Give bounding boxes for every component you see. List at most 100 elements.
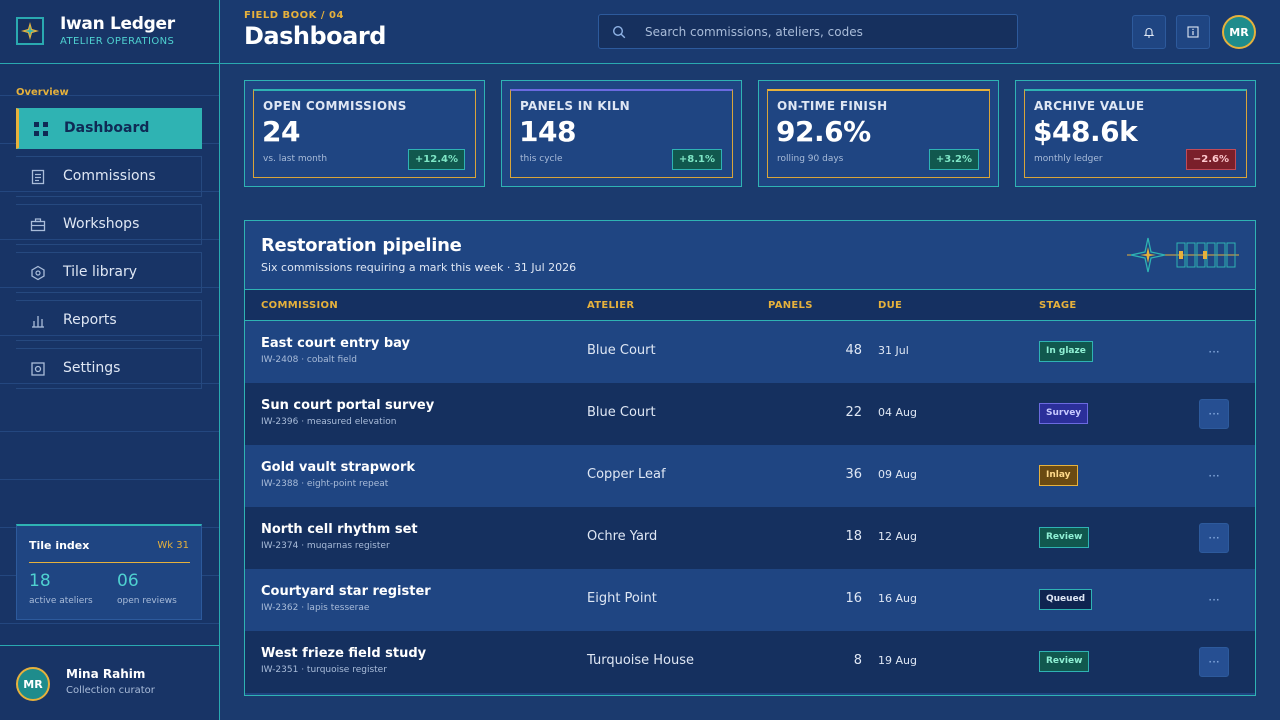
stage-badge: Review [1039, 527, 1090, 548]
panel-count: 18 [845, 529, 862, 544]
stage-badge: Survey [1039, 403, 1089, 424]
info-button[interactable] [1176, 15, 1210, 49]
commission-code: IW-2351 · turquoise register [261, 665, 387, 675]
stat-delta-badge: +3.2% [928, 149, 979, 170]
row-actions-button[interactable]: ··· [1199, 647, 1229, 677]
active-ateliers-count: 18 [29, 571, 51, 591]
divider [29, 562, 190, 563]
stage-badge: In glaze [1039, 341, 1093, 362]
atelier-name: Ochre Yard [587, 529, 658, 544]
stat-value: 24 [262, 115, 300, 148]
panel-count: 36 [845, 467, 862, 482]
sidebar-item-reports[interactable]: Reports [16, 300, 202, 341]
commission-name[interactable]: North cell rhythm set [261, 522, 418, 537]
commission-name[interactable]: Gold vault strapwork [261, 460, 416, 475]
gear-icon [31, 362, 45, 376]
sidebar-item-label: Commissions [63, 168, 156, 184]
commission-name[interactable]: West frieze field study [261, 646, 427, 661]
due-date: 16 Aug [878, 592, 917, 605]
open-reviews-count: 06 [117, 571, 139, 591]
top-header: FIELD BOOK / 04 Dashboard MR [220, 0, 1280, 64]
panel-subtitle: Six commissions requiring a mark this we… [261, 261, 577, 274]
row-actions-button[interactable]: ··· [1199, 399, 1229, 429]
panel-title: Restoration pipeline [261, 235, 462, 256]
stat-note: vs. last month [263, 154, 328, 164]
notifications-button[interactable] [1132, 15, 1166, 49]
stage-badge: Review [1039, 651, 1090, 672]
row-actions-button[interactable]: ··· [1208, 593, 1220, 607]
column-header-due[interactable]: DUE [878, 300, 903, 311]
avatar[interactable]: MR [16, 667, 50, 701]
stage-badge: Inlay [1039, 465, 1078, 486]
stat-value: $48.6k [1033, 115, 1138, 148]
atelier-name: Blue Court [587, 343, 656, 358]
row-actions-button[interactable]: ··· [1208, 345, 1220, 359]
table-row[interactable]: East court entry bay IW-2408 · cobalt fi… [245, 321, 1255, 383]
stat-note: rolling 90 days [777, 154, 844, 164]
atelier-name: Blue Court [587, 405, 656, 420]
panel-count: 16 [845, 591, 862, 606]
search-bar[interactable] [598, 14, 1018, 49]
column-header-commission[interactable]: COMMISSION [261, 300, 339, 311]
table-row[interactable]: Courtyard star register IW-2362 · lapis … [245, 569, 1255, 631]
stat-label: OPEN COMMISSIONS [263, 99, 407, 113]
commission-code: IW-2396 · measured elevation [261, 417, 397, 427]
sidebar-item-settings[interactable]: Settings [16, 348, 202, 389]
panel-count: 48 [845, 343, 862, 358]
commission-name[interactable]: East court entry bay [261, 336, 411, 351]
sidebar-item-tile-library[interactable]: Tile library [16, 252, 202, 293]
column-header-panels[interactable]: PANELS [768, 300, 813, 311]
stat-delta-badge: −2.6% [1185, 149, 1236, 170]
commission-code: IW-2362 · lapis tesserae [261, 603, 370, 613]
stat-note: this cycle [520, 154, 563, 164]
search-input[interactable] [645, 23, 1005, 41]
bell-icon [1143, 28, 1155, 38]
commission-name[interactable]: Courtyard star register [261, 584, 431, 599]
open-reviews-caption: open reviews [117, 596, 177, 606]
stat-delta-badge: +12.4% [407, 149, 465, 170]
stat-card-on-time-finish: ON-TIME FINISH 92.6% rolling 90 days +3.… [758, 80, 999, 187]
sidebar-item-workshops[interactable]: Workshops [16, 204, 202, 245]
header-avatar[interactable]: MR [1222, 15, 1256, 49]
user-name: Mina Rahim [66, 667, 146, 681]
bar-chart-icon [32, 316, 44, 328]
star-ornament-icon [1127, 237, 1239, 273]
sidebar-item-dashboard[interactable]: Dashboard [16, 108, 202, 149]
atelier-name: Eight Point [587, 591, 657, 606]
column-header-atelier[interactable]: ATELIER [587, 300, 635, 311]
stat-card-panels-in-kiln: PANELS IN KILN 148 this cycle +8.1% [501, 80, 742, 187]
commission-code: IW-2388 · eight-point repeat [261, 479, 389, 489]
table-row[interactable]: Sun court portal survey IW-2396 · measur… [245, 383, 1255, 445]
due-date: 09 Aug [878, 468, 917, 481]
stat-card-frame: ON-TIME FINISH 92.6% rolling 90 days +3.… [767, 89, 990, 178]
column-header-stage[interactable]: STAGE [1039, 300, 1077, 311]
table-row[interactable]: West frieze field study IW-2351 · turquo… [245, 631, 1255, 693]
commission-name[interactable]: Sun court portal survey [261, 398, 435, 413]
due-date: 04 Aug [878, 406, 917, 419]
document-icon [31, 169, 45, 185]
breadcrumb[interactable]: FIELD BOOK / 04 [244, 10, 344, 21]
due-date: 12 Aug [878, 530, 917, 543]
commission-code: IW-2408 · cobalt field [261, 355, 357, 365]
table-row[interactable]: North cell rhythm set IW-2374 · muqarnas… [245, 507, 1255, 569]
brand-subtitle: ATELIER OPERATIONS [60, 36, 175, 47]
stat-delta-badge: +8.1% [671, 149, 722, 170]
table-header: COMMISSION ATELIER PANELS DUE STAGE [245, 289, 1255, 321]
stat-card-frame: PANELS IN KILN 148 this cycle +8.1% [510, 89, 733, 178]
sidebar-item-commissions[interactable]: Commissions [16, 156, 202, 197]
stat-card-open-commissions: OPEN COMMISSIONS 24 vs. last month +12.4… [244, 80, 485, 187]
sidebar-item-label: Tile library [63, 264, 138, 280]
commission-code: IW-2374 · muqarnas register [261, 541, 390, 551]
user-profile[interactable]: MR Mina Rahim Collection curator [0, 645, 219, 720]
active-ateliers-caption: active ateliers [29, 596, 93, 606]
stat-card-frame: OPEN COMMISSIONS 24 vs. last month +12.4… [253, 89, 476, 178]
due-date: 31 Jul [878, 344, 909, 357]
stat-label: PANELS IN KILN [520, 99, 631, 113]
info-icon [1187, 26, 1199, 38]
row-actions-button[interactable]: ··· [1208, 469, 1220, 483]
stat-card-archive-value: ARCHIVE VALUE $48.6k monthly ledger −2.6… [1015, 80, 1256, 187]
row-actions-button[interactable]: ··· [1199, 523, 1229, 553]
atelier-name: Turquoise House [587, 653, 695, 668]
table-row[interactable]: Gold vault strapwork IW-2388 · eight-poi… [245, 445, 1255, 507]
sidebar-item-label: Dashboard [64, 120, 150, 136]
